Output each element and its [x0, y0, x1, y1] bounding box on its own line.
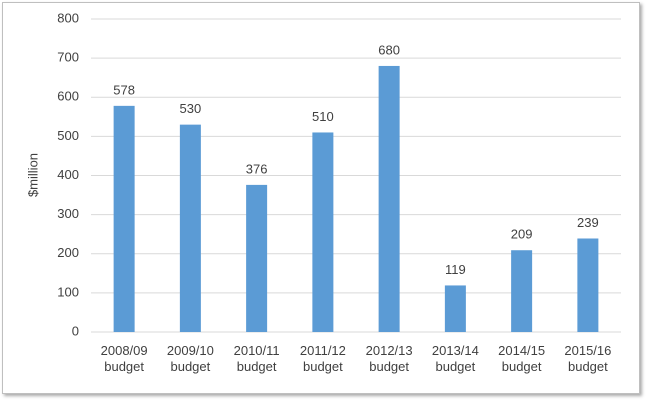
- y-tick-label: 100: [57, 284, 79, 299]
- x-tick-label: 2014/15 budget: [498, 343, 546, 374]
- bar: [511, 250, 533, 332]
- bar: [444, 285, 466, 332]
- data-label: 510: [312, 109, 334, 124]
- data-label: 680: [378, 42, 400, 57]
- y-tick-label: 800: [57, 10, 79, 25]
- x-tick-label: 2013/14 budget: [431, 343, 479, 374]
- y-tick-label: 500: [57, 128, 79, 143]
- data-label: 530: [180, 101, 202, 116]
- x-tick-label: 2009/10 budget: [166, 343, 214, 374]
- data-label: 239: [577, 215, 599, 230]
- bar: [577, 238, 599, 332]
- x-tick-label: 2010/11 budget: [233, 343, 280, 374]
- y-tick-label: 600: [57, 89, 79, 104]
- data-label: 578: [113, 82, 135, 97]
- data-label: 209: [511, 227, 533, 242]
- y-tick-label: 400: [57, 167, 79, 182]
- bar: [179, 124, 201, 332]
- data-label: 376: [246, 161, 268, 176]
- x-tick-label: 2011/12 budget: [299, 343, 346, 374]
- bar: [312, 132, 334, 332]
- y-tick-label: 0: [72, 323, 79, 338]
- y-tick-label: 300: [57, 206, 79, 221]
- y-axis-label: $million: [25, 153, 40, 197]
- x-tick-label: 2012/13 budget: [365, 343, 413, 374]
- bar: [246, 184, 268, 332]
- y-tick-label: 200: [57, 245, 79, 260]
- x-tick-label: 2015/16 budget: [564, 343, 612, 374]
- bar: [113, 105, 135, 332]
- x-tick-label: 2008/09 budget: [100, 343, 148, 374]
- data-label: 119: [445, 262, 466, 277]
- y-tick-label: 700: [57, 50, 79, 65]
- bar: [378, 65, 400, 332]
